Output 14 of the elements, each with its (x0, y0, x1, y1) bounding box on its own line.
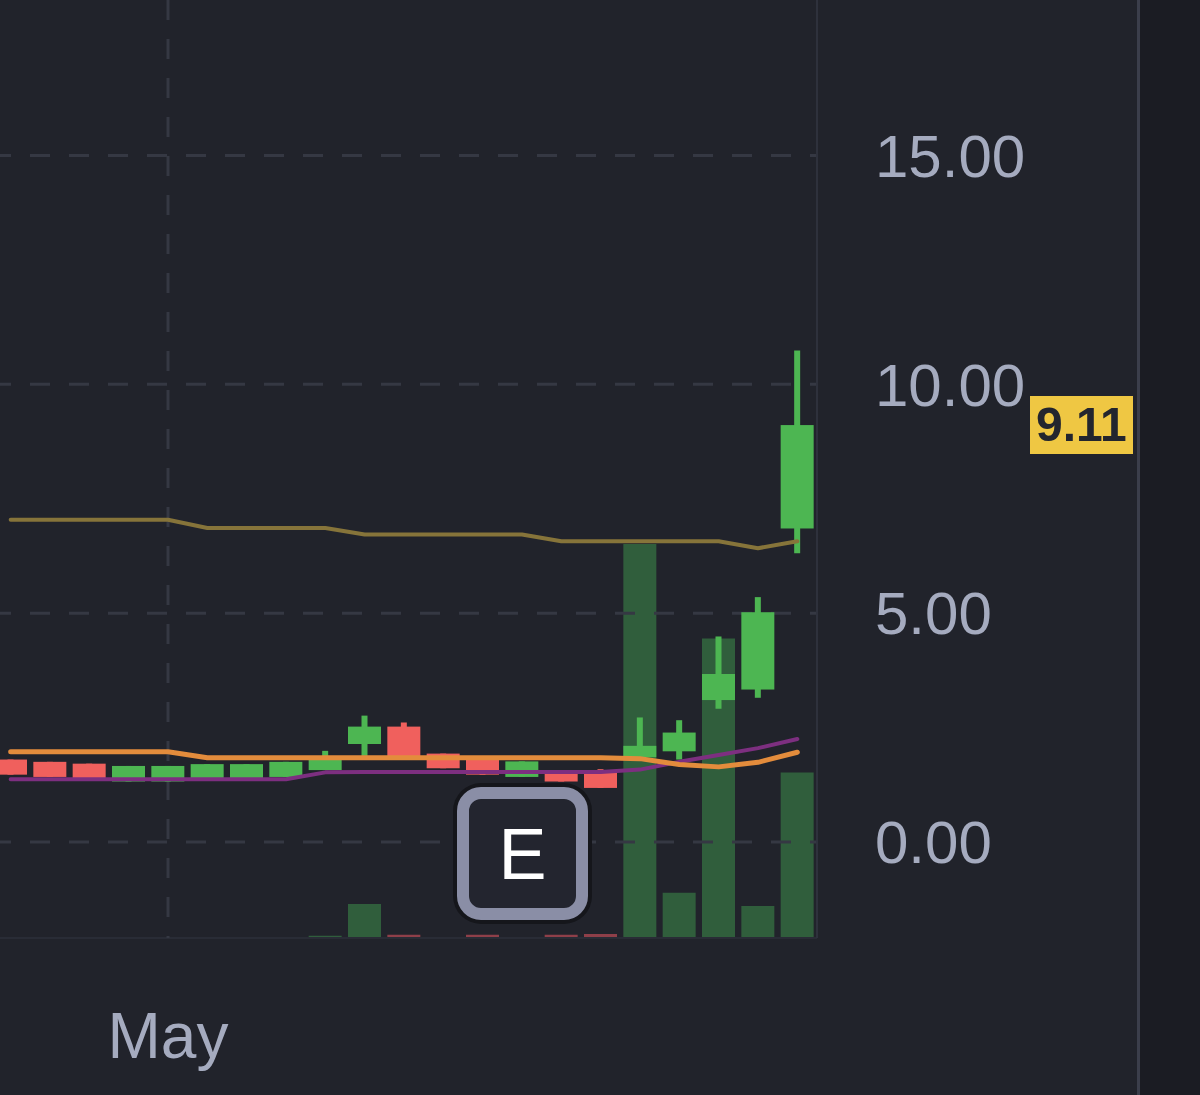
bar (348, 904, 381, 938)
x-tick-label: May (107, 1000, 229, 1073)
y-tick-label: 10.00 (875, 351, 1026, 419)
bar (780, 772, 814, 938)
y-tick-label: 0.00 (875, 809, 992, 877)
y-tick-label: 5.00 (875, 580, 992, 648)
line-series (8, 517, 800, 551)
line-series (8, 736, 800, 782)
bar (662, 892, 696, 938)
bar (741, 906, 775, 938)
annotation: E (498, 813, 547, 894)
text: 9.11 (1030, 396, 1133, 455)
bar (623, 544, 657, 938)
y-tick-label: 15.00 (875, 122, 1026, 190)
